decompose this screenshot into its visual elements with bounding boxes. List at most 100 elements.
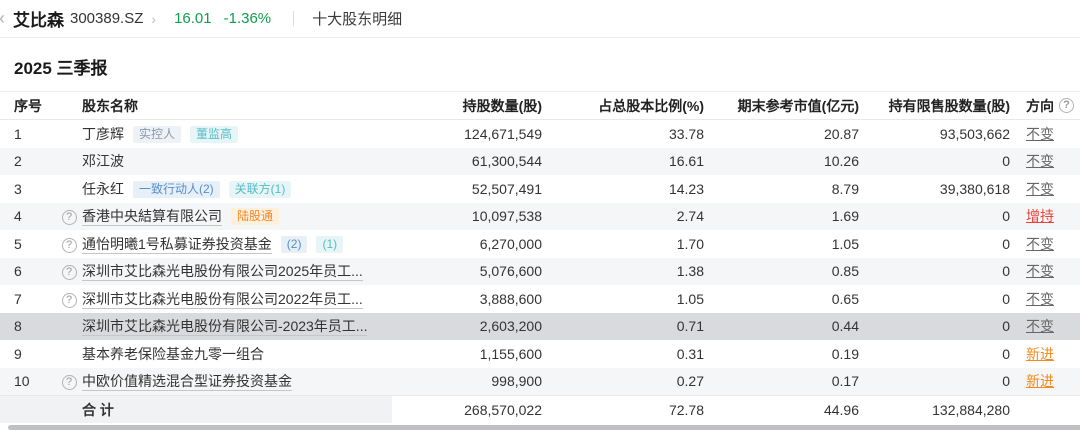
market-value: 0.85 [831, 263, 859, 280]
market-value: 0.65 [831, 290, 859, 307]
help-icon[interactable]: ? [61, 237, 77, 253]
direction-link[interactable]: 增持 [1026, 208, 1054, 225]
top-nav: ‹ 艾比森 300389.SZ › 16.01 -1.36% 十大股东明细 [0, 0, 1080, 38]
shareholder-name: 任永红 [82, 180, 124, 197]
shares-held: 61,300,544 [471, 153, 542, 170]
restricted-shares: 0 [1002, 235, 1010, 252]
header-index: 序号 [14, 97, 42, 114]
shares-held: 52,507,491 [471, 180, 542, 197]
row-index: 7 [14, 290, 22, 307]
market-value: 20.87 [823, 125, 859, 142]
market-value: 8.79 [831, 180, 859, 197]
restricted-shares: 0 [1002, 153, 1010, 170]
restricted-shares: 93,503,662 [939, 125, 1010, 142]
shareholder-name[interactable]: 香港中央結算有限公司 [82, 208, 222, 227]
header-restricted: 持有限售股数量(股) [888, 97, 1010, 114]
help-icon[interactable]: ? [61, 210, 77, 226]
pct-of-total: 33.78 [668, 125, 704, 142]
table-row[interactable]: 2 邓江波 61,300,544 16.61 10.26 0 不变 [0, 147, 1080, 175]
table-row[interactable]: 7? 深圳市艾比森光电股份有限公司2022年员工... 3,888,600 1.05 0… [0, 285, 1080, 313]
pct-of-total: 1.05 [676, 290, 704, 307]
shareholder-badge: 实控人 [133, 125, 182, 143]
shareholder-name[interactable]: 深圳市艾比森光电股份有限公司2022年员工... [82, 290, 363, 309]
chevron-right-icon[interactable]: › [151, 10, 157, 27]
table-row[interactable]: 10? 中欧价值精选混合型证券投资基金 998,900 0.27 0.17 0 新进 [0, 367, 1080, 395]
direction-link[interactable]: 不变 [1026, 235, 1054, 252]
shareholder-badge: 董监高 [190, 125, 239, 143]
restricted-shares: 0 [1002, 208, 1010, 225]
row-index: 3 [14, 180, 22, 197]
restricted-shares: 0 [1002, 345, 1010, 362]
pct-of-total: 0.27 [676, 373, 704, 390]
shareholder-name: 丁彦辉 [82, 125, 124, 142]
direction-help-icon[interactable]: ? [1059, 98, 1074, 113]
shareholder-badge: (1) [316, 235, 344, 253]
market-value: 1.69 [831, 208, 859, 225]
direction-link[interactable]: 不变 [1026, 180, 1054, 197]
row-index: 8 [14, 318, 22, 335]
header-shareholder-name: 股东名称 [82, 97, 138, 114]
direction-link[interactable]: 不变 [1026, 318, 1054, 335]
pct-of-total: 16.61 [668, 153, 704, 170]
header-market-value: 期末参考市值(亿元) [737, 97, 859, 114]
restricted-shares: 0 [1002, 290, 1010, 307]
shareholders-table: 序号 股东名称 持股数量(股) 占总股本比例(%) 期末参考市值(亿元) 持有限… [0, 91, 1080, 423]
shareholder-badge: 陆股通 [231, 208, 280, 226]
shares-held: 3,888,600 [479, 290, 542, 307]
shares-held: 5,076,600 [479, 263, 542, 280]
stock-code: 300389.SZ [70, 10, 144, 27]
table-header-row: 序号 股东名称 持股数量(股) 占总股本比例(%) 期末参考市值(亿元) 持有限… [0, 91, 1080, 120]
shareholder-name: 基本养老保险基金九零一组合 [82, 345, 264, 362]
shares-held: 124,671,549 [464, 125, 542, 142]
help-icon[interactable]: ? [61, 292, 77, 308]
row-index: 4 [14, 208, 22, 225]
table-body: 1 丁彦辉 实控人 董监高 124,671,549 33.78 20.87 93,503,66… [0, 120, 1080, 395]
total-shares: 268,570,022 [392, 396, 542, 423]
shareholder-name[interactable]: 深圳市艾比森光电股份有限公司-2023年员工... [82, 318, 368, 337]
total-market-value: 44.96 [704, 396, 859, 423]
shareholder-badge: 一致行动人(2) [133, 180, 220, 198]
row-index: 1 [14, 125, 22, 142]
total-pct: 72.78 [542, 396, 704, 423]
direction-link[interactable]: 不变 [1026, 125, 1054, 142]
divider [293, 11, 295, 26]
shares-held: 2,603,200 [479, 318, 542, 335]
pct-of-total: 0.71 [676, 318, 704, 335]
restricted-shares: 0 [1002, 318, 1010, 335]
header-direction: 方向 [1026, 97, 1054, 114]
page-title: 十大股东明细 [312, 11, 403, 28]
direction-link[interactable]: 不变 [1026, 290, 1054, 307]
shares-held: 1,155,600 [479, 345, 542, 362]
restricted-shares: 39,380,618 [939, 180, 1010, 197]
direction-link[interactable]: 不变 [1026, 263, 1054, 280]
market-value: 0.17 [831, 373, 859, 390]
direction-link[interactable]: 新进 [1026, 345, 1054, 362]
direction-link[interactable]: 新进 [1026, 373, 1054, 390]
shareholder-name[interactable]: 通怡明曦1号私募证券投资基金 [82, 235, 272, 254]
restricted-shares: 0 [1002, 263, 1010, 280]
help-icon[interactable]: ? [61, 265, 77, 281]
table-row[interactable]: 1 丁彦辉 实控人 董监高 124,671,549 33.78 20.87 93,503,66… [0, 120, 1080, 148]
stock-name: 艾比森 [13, 11, 64, 30]
table-row[interactable]: 9 基本养老保险基金九零一组合 1,155,600 0.31 0.19 0 新进 [0, 340, 1080, 368]
shareholder-badge: 关联方(1) [228, 180, 292, 198]
table-row[interactable]: 8 深圳市艾比森光电股份有限公司-2023年员工... 2,603,200 0.71 0… [0, 312, 1080, 340]
shares-held: 10,097,538 [471, 208, 542, 225]
row-index: 2 [14, 153, 22, 170]
help-icon[interactable]: ? [61, 375, 77, 391]
shareholder-name[interactable]: 中欧价值精选混合型证券投资基金 [82, 373, 292, 392]
table-row[interactable]: 5? 通怡明曦1号私募证券投资基金 (2) (1) 6,270,000 1.70 1.05 0… [0, 230, 1080, 258]
header-pct: 占总股本比例(%) [598, 97, 704, 114]
table-row[interactable]: 6? 深圳市艾比森光电股份有限公司2025年员工... 5,076,600 1.38 0… [0, 257, 1080, 285]
direction-link[interactable]: 不变 [1026, 153, 1054, 170]
row-index: 5 [14, 235, 22, 252]
table-row[interactable]: 3 任永红 一致行动人(2) 关联方(1) 52,507,491 14.23 8.79 39,… [0, 175, 1080, 203]
pct-of-total: 1.70 [676, 235, 704, 252]
shareholder-badge: (2) [280, 235, 308, 253]
shareholder-name[interactable]: 深圳市艾比森光电股份有限公司2025年员工... [82, 263, 363, 282]
table-row[interactable]: 4? 香港中央結算有限公司 陆股通 10,097,538 2.74 1.69 0 增持 [0, 202, 1080, 230]
market-value: 0.44 [831, 318, 859, 335]
back-icon[interactable]: ‹ [0, 8, 9, 29]
pct-of-total: 2.74 [676, 208, 704, 225]
horizontal-scrollbar[interactable] [8, 425, 1080, 430]
